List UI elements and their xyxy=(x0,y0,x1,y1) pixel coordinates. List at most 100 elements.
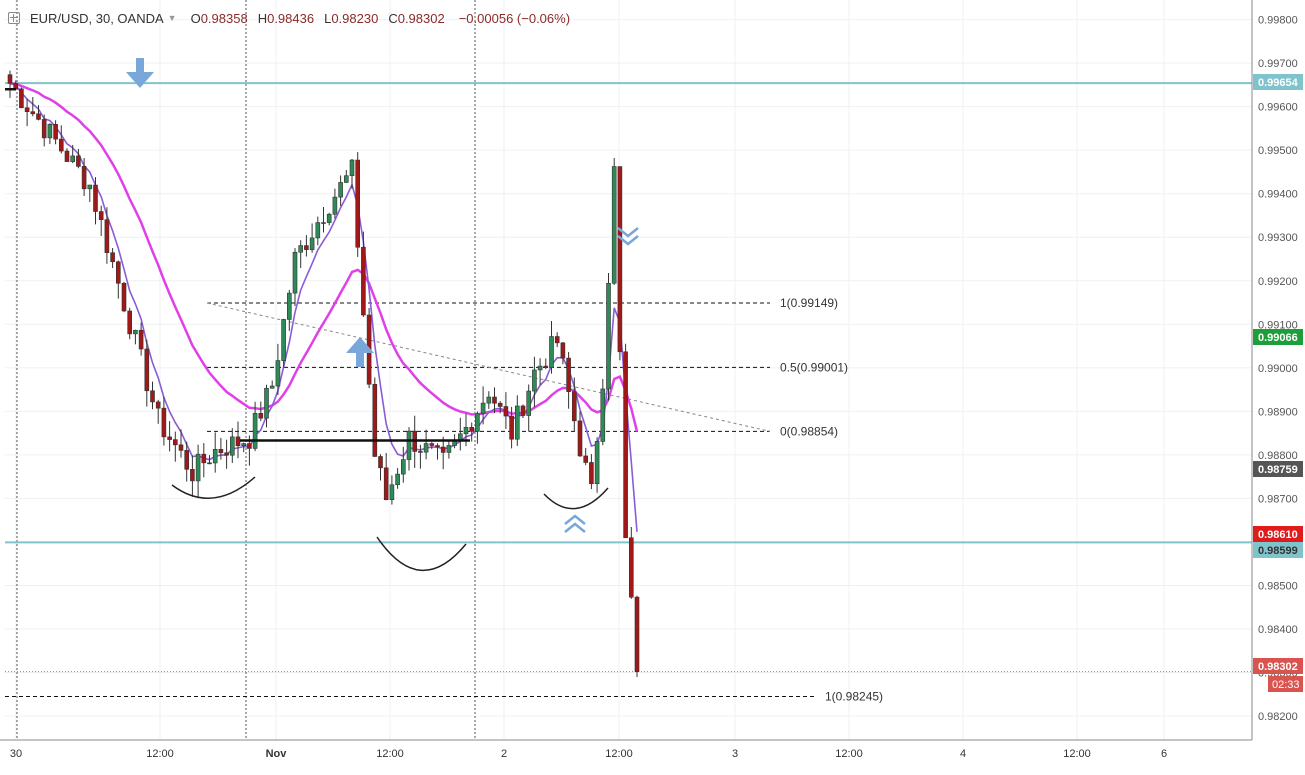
candle-body xyxy=(435,445,440,448)
left-shoulder-arc xyxy=(171,476,256,499)
candle-body xyxy=(571,391,577,422)
candle-body xyxy=(469,427,475,432)
candle-body xyxy=(549,336,554,368)
arrow-up-shape xyxy=(346,337,374,367)
candle xyxy=(315,216,321,246)
candle xyxy=(133,329,138,345)
candle-body xyxy=(463,427,469,435)
candle-body xyxy=(98,211,104,220)
candle xyxy=(543,358,549,370)
candle xyxy=(611,157,617,285)
candle-body xyxy=(178,444,184,451)
candle-body xyxy=(58,138,64,152)
x-tick-label: 12:00 xyxy=(1063,748,1091,760)
candle-body xyxy=(275,360,281,387)
candle xyxy=(195,444,201,499)
candle xyxy=(161,396,167,446)
candle xyxy=(212,432,218,473)
candle-body xyxy=(47,123,53,139)
open-value: 0.98358 xyxy=(200,10,248,26)
candle xyxy=(150,381,155,410)
candle-body xyxy=(492,396,497,404)
candle xyxy=(201,443,207,478)
candle-body xyxy=(81,166,87,190)
candle-body xyxy=(423,443,429,453)
candle xyxy=(41,114,47,147)
change-value: −0.00056 (−0.06%) xyxy=(458,10,571,26)
candle xyxy=(252,401,258,452)
low-label: L xyxy=(324,10,332,26)
candle xyxy=(349,158,355,189)
candle-body xyxy=(600,388,606,442)
candle-body xyxy=(36,113,41,120)
x-tick-label: 12:00 xyxy=(146,748,174,760)
candle-body xyxy=(611,166,617,284)
chevron-down-icon[interactable]: ▼ xyxy=(167,13,177,23)
candle xyxy=(480,386,486,425)
candle xyxy=(600,379,606,446)
candle xyxy=(87,184,93,202)
candle xyxy=(589,454,594,490)
candle-body xyxy=(628,537,634,598)
candle-body xyxy=(286,292,292,320)
candle-body xyxy=(537,365,543,371)
candle-body xyxy=(167,436,172,440)
candle-body xyxy=(7,74,13,84)
candle-body xyxy=(155,401,161,409)
close-label: C xyxy=(388,10,398,26)
candle-body xyxy=(93,184,98,212)
candle-body xyxy=(309,237,315,250)
expand-icon[interactable] xyxy=(8,12,20,24)
candle xyxy=(361,231,366,317)
candle-body xyxy=(207,462,212,465)
low-value: 0.98230 xyxy=(331,10,379,26)
x-tick-label: 2 xyxy=(501,748,507,760)
candle-body xyxy=(606,282,611,390)
candle-body xyxy=(446,445,452,453)
candle-body xyxy=(315,222,321,239)
y-tick-label: 0.98400 xyxy=(1258,624,1298,636)
price-badge-bg xyxy=(1253,526,1303,542)
y-tick-label: 0.98700 xyxy=(1258,493,1298,505)
candle xyxy=(98,205,104,236)
y-tick-label: 0.98500 xyxy=(1258,580,1298,592)
candle-body xyxy=(64,150,70,162)
price-badge: 0.99066 xyxy=(1253,329,1303,345)
candle xyxy=(412,415,418,468)
candle xyxy=(190,455,195,497)
candle-body xyxy=(554,336,560,344)
y-tick-label: 0.99400 xyxy=(1258,189,1298,201)
candle xyxy=(395,468,400,489)
candle xyxy=(332,188,338,219)
candle-body xyxy=(361,246,366,316)
candle-body xyxy=(520,405,526,416)
candle xyxy=(275,343,281,395)
candle xyxy=(509,406,514,449)
candle xyxy=(566,352,571,409)
fib-level-label: 0.5(0.99001) xyxy=(780,360,848,374)
candle xyxy=(258,401,264,422)
candle-body xyxy=(224,452,229,456)
candle xyxy=(230,428,235,463)
candle-body xyxy=(24,107,30,113)
candle-body xyxy=(406,430,412,460)
candle-body xyxy=(258,412,264,419)
symbol-title[interactable]: EUR/USD, 30, OANDA xyxy=(30,10,164,26)
candle xyxy=(127,307,132,340)
candle-body xyxy=(372,383,378,457)
double-chevron-down-icon xyxy=(617,227,639,246)
candle xyxy=(520,404,526,418)
countdown-badge: 02:33 xyxy=(1268,676,1303,692)
candle-body xyxy=(623,351,628,539)
candle xyxy=(418,444,423,469)
candle xyxy=(286,289,292,331)
candle-body xyxy=(190,469,195,482)
candle-body xyxy=(304,245,309,250)
candle-body xyxy=(150,390,155,403)
candle xyxy=(19,87,24,109)
candle-body xyxy=(76,155,81,167)
candle-body xyxy=(566,357,571,392)
y-tick-label: 0.99800 xyxy=(1258,15,1298,27)
x-tick-label: 4 xyxy=(960,748,966,760)
